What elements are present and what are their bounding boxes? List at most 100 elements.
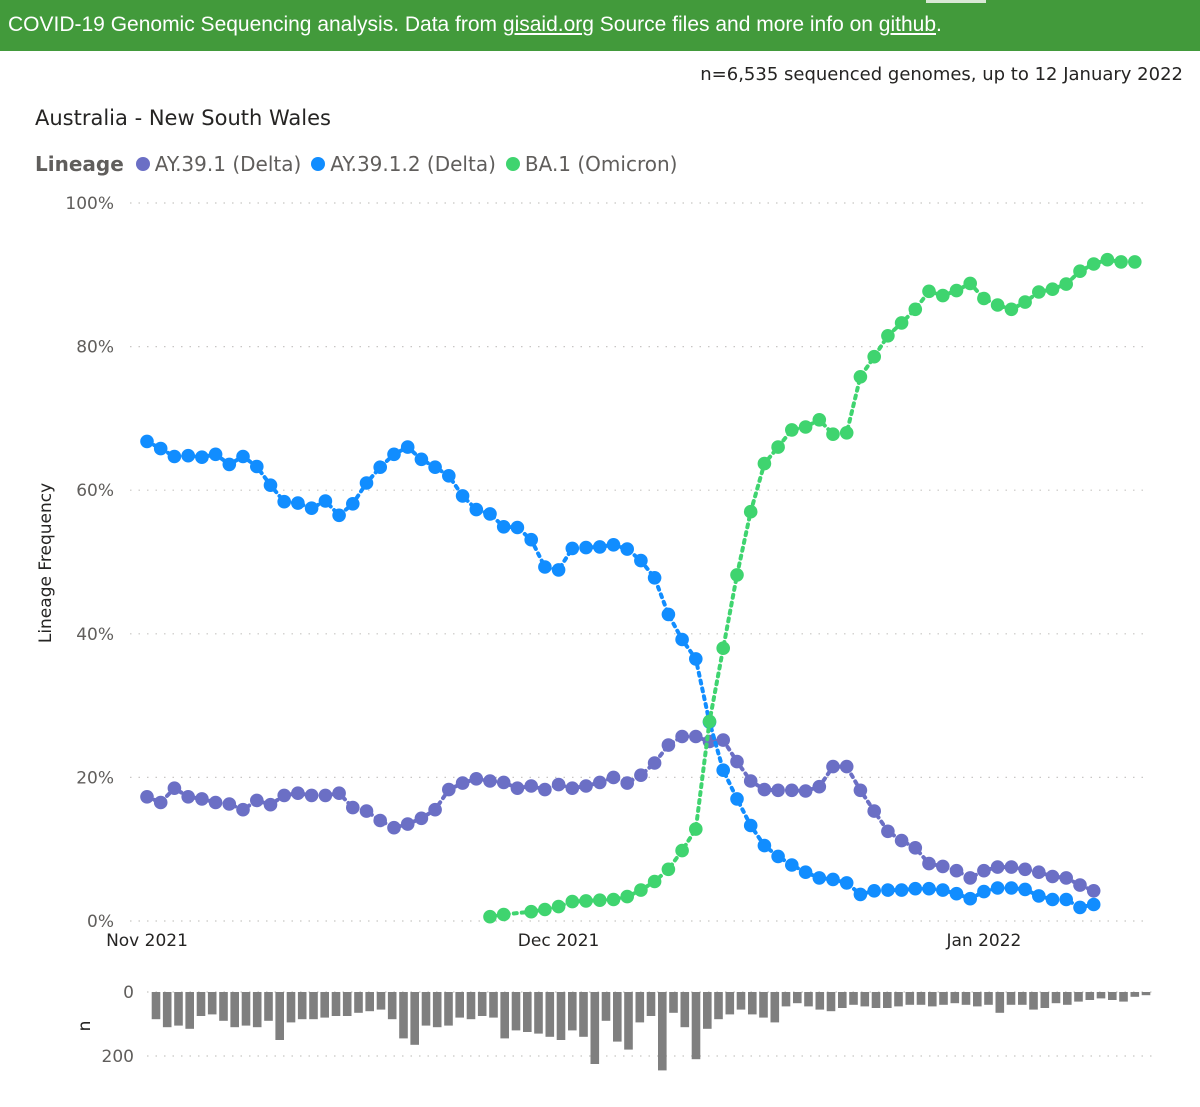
data-point[interactable] <box>1018 295 1032 309</box>
count-bar[interactable] <box>905 992 915 1005</box>
data-point[interactable] <box>1018 882 1032 897</box>
data-point[interactable] <box>881 883 895 897</box>
data-point[interactable] <box>1073 900 1087 915</box>
count-bar[interactable] <box>871 992 881 1008</box>
data-point[interactable] <box>593 893 607 907</box>
data-point[interactable] <box>949 283 964 298</box>
count-bar[interactable] <box>500 992 509 1039</box>
count-bar[interactable] <box>230 992 239 1028</box>
data-point[interactable] <box>304 788 319 803</box>
github-link[interactable]: github <box>878 13 936 36</box>
data-point[interactable] <box>1086 884 1101 898</box>
count-bar[interactable] <box>174 992 183 1026</box>
data-point[interactable] <box>949 863 964 878</box>
data-point[interactable] <box>277 494 292 509</box>
legend-item-ay3912[interactable]: AY.39.1.2 (Delta) <box>311 152 496 176</box>
data-point[interactable] <box>249 459 264 474</box>
count-bar[interactable] <box>613 992 622 1042</box>
count-bar[interactable] <box>1029 992 1038 1010</box>
data-point[interactable] <box>716 733 730 747</box>
data-point[interactable] <box>894 316 909 330</box>
data-point[interactable] <box>743 504 758 519</box>
data-point[interactable] <box>483 507 497 521</box>
data-point[interactable] <box>414 452 429 467</box>
data-point[interactable] <box>538 902 552 917</box>
data-point[interactable] <box>620 542 634 556</box>
data-point[interactable] <box>689 729 703 744</box>
data-point[interactable] <box>702 714 717 729</box>
data-point[interactable] <box>839 759 854 774</box>
data-point[interactable] <box>181 448 195 463</box>
data-point[interactable] <box>647 756 662 770</box>
data-point[interactable] <box>455 776 470 790</box>
data-point[interactable] <box>922 856 936 871</box>
count-bar[interactable] <box>961 992 971 1005</box>
count-bar[interactable] <box>331 992 341 1016</box>
count-bar[interactable] <box>1130 992 1140 997</box>
data-point[interactable] <box>579 894 593 908</box>
data-point[interactable] <box>414 811 429 826</box>
data-point[interactable] <box>785 858 799 872</box>
data-point[interactable] <box>757 838 772 853</box>
count-bar[interactable] <box>826 992 836 1012</box>
data-point[interactable] <box>826 872 840 887</box>
data-point[interactable] <box>208 447 223 462</box>
count-bar[interactable] <box>1040 992 1050 1008</box>
count-bar[interactable] <box>658 992 667 1071</box>
data-point[interactable] <box>428 802 442 817</box>
count-bar[interactable] <box>781 992 791 1007</box>
data-point[interactable] <box>881 824 895 839</box>
data-point[interactable] <box>469 502 484 517</box>
count-bar[interactable] <box>320 992 329 1018</box>
data-point[interactable] <box>949 886 964 901</box>
data-point[interactable] <box>208 795 223 810</box>
count-bar[interactable] <box>646 992 656 1016</box>
count-bar[interactable] <box>556 992 566 1040</box>
data-point[interactable] <box>1086 897 1101 912</box>
data-point[interactable] <box>634 883 648 897</box>
data-point[interactable] <box>661 607 676 622</box>
data-point[interactable] <box>400 817 415 831</box>
data-point[interactable] <box>771 849 785 864</box>
count-bar[interactable] <box>894 992 903 1007</box>
count-bar[interactable] <box>973 992 982 1007</box>
data-point[interactable] <box>853 783 868 798</box>
data-point[interactable] <box>1128 255 1142 269</box>
data-point[interactable] <box>1073 878 1087 892</box>
data-point[interactable] <box>387 447 401 462</box>
count-bar[interactable] <box>624 992 633 1050</box>
count-bar[interactable] <box>185 992 194 1029</box>
data-point[interactable] <box>661 738 676 752</box>
data-point[interactable] <box>1045 892 1060 907</box>
data-point[interactable] <box>565 541 580 556</box>
data-point[interactable] <box>222 797 237 811</box>
data-point[interactable] <box>771 783 785 798</box>
data-point[interactable] <box>400 440 415 454</box>
data-point[interactable] <box>908 302 923 317</box>
data-point[interactable] <box>675 632 689 647</box>
data-point[interactable] <box>716 641 730 655</box>
data-point[interactable] <box>195 792 209 806</box>
count-bar[interactable] <box>297 992 307 1020</box>
count-bar[interactable] <box>275 992 284 1040</box>
count-bar[interactable] <box>511 992 521 1031</box>
count-bar[interactable] <box>534 992 543 1034</box>
data-point[interactable] <box>1059 277 1073 291</box>
data-point[interactable] <box>1004 302 1019 317</box>
data-point[interactable] <box>565 781 580 795</box>
count-bar[interactable] <box>410 992 419 1045</box>
data-point[interactable] <box>538 782 552 797</box>
data-point[interactable] <box>428 460 442 475</box>
data-point[interactable] <box>318 494 333 508</box>
gisaid-link[interactable]: gisaid.org <box>502 13 594 36</box>
count-bar[interactable] <box>691 992 701 1060</box>
data-point[interactable] <box>812 871 827 885</box>
data-point[interactable] <box>551 899 566 914</box>
data-point[interactable] <box>263 478 278 493</box>
count-bar[interactable] <box>928 992 937 1007</box>
count-bar[interactable] <box>489 992 498 1018</box>
count-bar[interactable] <box>162 992 172 1028</box>
data-point[interactable] <box>524 779 538 793</box>
data-point[interactable] <box>963 871 977 885</box>
data-point[interactable] <box>593 540 607 554</box>
